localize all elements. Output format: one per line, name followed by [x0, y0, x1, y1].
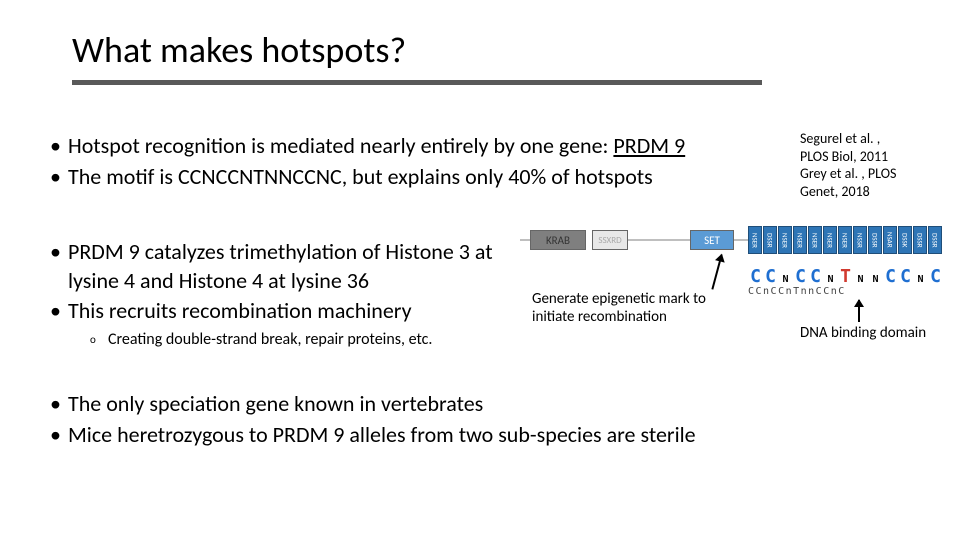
sub-bullet-dot-icon: o: [90, 330, 108, 347]
bullet-item: • PRDM 9 catalyzes trimethylation of His…: [50, 238, 505, 295]
zinc-finger: NSER: [748, 226, 762, 254]
title-underline: [72, 80, 762, 85]
logo-column: C: [808, 270, 823, 284]
zinc-finger-array: NSERDSSRNSERNSERNSERNSERNSERNSSRDSSRNSAR…: [748, 226, 942, 254]
bullet-prefix: Hotspot recognition is mediated nearly e…: [68, 132, 613, 159]
zinc-finger: NSSR: [853, 226, 867, 254]
bullet-item: • Hotspot recognition is mediated nearly…: [50, 132, 790, 161]
logo-column: T: [838, 270, 853, 284]
citation-line: Segurel et al. ,: [800, 130, 950, 148]
diagram-connector: [734, 239, 748, 241]
bullet-dot-icon: •: [50, 297, 68, 326]
zinc-finger: DSSR: [763, 226, 777, 254]
logo-column: N: [778, 274, 793, 284]
bullet-text: Hotspot recognition is mediated nearly e…: [68, 132, 790, 161]
bullet-dot-icon: •: [50, 163, 68, 192]
logo-column: C: [928, 270, 943, 284]
diagram-connector: [520, 239, 530, 241]
zinc-finger: DSSR: [928, 226, 942, 254]
citation-line: Grey et al. , PLOS: [800, 165, 950, 183]
slide-title: What makes hotspots?: [72, 28, 406, 72]
section-mechanism: • PRDM 9 catalyzes trimethylation of His…: [50, 238, 505, 351]
bullet-text: PRDM 9 catalyzes trimethylation of Histo…: [68, 238, 505, 295]
sub-bullet-text: Creating double-strand break, repair pro…: [108, 330, 432, 351]
logo-column: N: [913, 274, 928, 284]
zinc-finger: DSSR: [913, 226, 927, 254]
citation-line: Genet, 2018: [800, 183, 950, 201]
annotation-epigenetic: Generate epigenetic mark to initiate rec…: [532, 290, 742, 326]
ssxrd-domain: SSXRD: [592, 230, 628, 250]
bullet-text: Mice heretrozygous to PRDM 9 alleles fro…: [68, 421, 810, 450]
bullet-item: • Mice heretrozygous to PRDM 9 alleles f…: [50, 421, 810, 450]
bullet-dot-icon: •: [50, 132, 68, 161]
logo-column: N: [823, 274, 838, 284]
zinc-finger: NSER: [808, 226, 822, 254]
zinc-finger: NSER: [823, 226, 837, 254]
logo-column: C: [763, 270, 778, 284]
bullet-dot-icon: •: [50, 390, 68, 419]
logo-column: C: [883, 270, 898, 284]
logo-column: N: [853, 274, 868, 284]
gene-name: PRDM 9: [613, 132, 685, 159]
bullet-item: • The motif is CCNCCNTNNCCNC, but explai…: [50, 163, 790, 192]
set-domain: SET: [690, 230, 734, 250]
bullet-text: The only speciation gene known in verteb…: [68, 390, 810, 419]
krab-domain: KRAB: [530, 230, 586, 250]
zinc-finger: NSER: [793, 226, 807, 254]
motif-sequence: CCnCCnTnnCCnC: [748, 286, 846, 297]
zinc-finger: NSER: [778, 226, 792, 254]
annotation-dna-binding: DNA binding domain: [800, 324, 926, 342]
zinc-finger: DSSR: [868, 226, 882, 254]
section-recognition: • Hotspot recognition is mediated nearly…: [50, 132, 790, 193]
logo-column: N: [868, 274, 883, 284]
arrow-icon: [858, 300, 860, 322]
zinc-finger: NSER: [838, 226, 852, 254]
logo-column: C: [898, 270, 913, 284]
bullet-dot-icon: •: [50, 238, 68, 267]
bullet-text: The motif is CCNCCNTNNCCNC, but explains…: [68, 163, 790, 192]
bullet-dot-icon: •: [50, 421, 68, 450]
zinc-finger: NSAR: [883, 226, 897, 254]
section-speciation: • The only speciation gene known in vert…: [50, 390, 810, 451]
bullet-item: • The only speciation gene known in vert…: [50, 390, 810, 419]
bullet-item: • This recruits recombination machinery: [50, 297, 505, 326]
citations-block: Segurel et al. , PLOS Biol, 2011 Grey et…: [800, 130, 950, 200]
citation-line: PLOS Biol, 2011: [800, 148, 950, 166]
logo-column: C: [793, 270, 808, 284]
sequence-logo: CCNCCNTNNCCNC: [748, 258, 943, 284]
bullet-text: This recruits recombination machinery: [68, 297, 505, 326]
sub-bullet-item: o Creating double-strand break, repair p…: [90, 330, 505, 351]
zinc-finger: DSSK: [898, 226, 912, 254]
diagram-connector: [628, 239, 690, 241]
logo-column: C: [748, 270, 763, 284]
